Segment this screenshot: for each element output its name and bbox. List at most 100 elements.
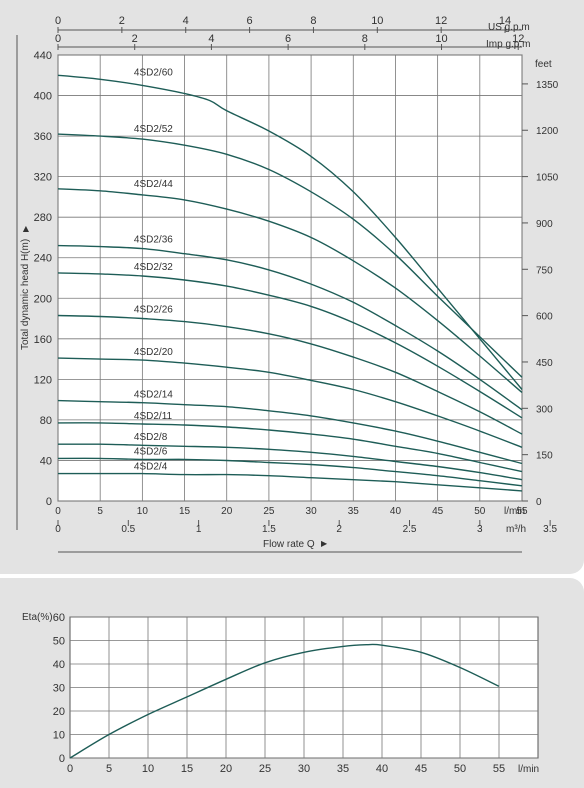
series-label: 4SD2/4: [134, 462, 168, 473]
x-axis-arrow: ▶: [321, 539, 328, 548]
y-tick-label: 120: [34, 374, 52, 386]
x-tick-label: 0: [55, 506, 61, 517]
eff-x-unit: l/min: [518, 764, 539, 775]
eff-y-label: Eta(%): [22, 612, 53, 623]
eff-x-tick-label: 40: [376, 763, 388, 775]
series-line-4sd2-36: [57, 244, 523, 411]
eff-x-tick-label: 45: [415, 763, 427, 775]
y-tick-label: 440: [34, 50, 52, 62]
feet-ticks: 0 150 300 450 600 750 900 1050 1200 1350: [522, 80, 559, 508]
y-tick-label: 160: [34, 334, 52, 346]
x-tick-label: 15: [179, 506, 191, 517]
x-unit-m3h: m³/h: [506, 524, 526, 535]
feet-tick-label: 1050: [536, 173, 559, 184]
y-tick-label: 200: [34, 293, 52, 305]
y-tick-label: 240: [34, 253, 52, 265]
eff-y-tick-label: 0: [59, 753, 65, 765]
series-label: 4SD2/60: [134, 67, 173, 78]
feet-tick-label: 1200: [536, 126, 559, 137]
y-tick-label: 400: [34, 91, 52, 103]
eff-x-tick-label: 50: [454, 763, 466, 775]
series-label: 4SD2/36: [134, 235, 173, 246]
m3h-tick-label: 3: [477, 524, 483, 535]
m3h-tick-label: 2.5: [403, 524, 417, 535]
feet-tick-label: 1350: [536, 80, 559, 91]
y-tick-label: 0: [46, 496, 52, 508]
imp-gpm-tick-label: 0: [55, 33, 61, 45]
head-y-ticks: 0 40 80 120 160 200 240 280 320 360 400 440: [34, 50, 52, 508]
feet-tick-label: 0: [536, 497, 542, 508]
y-tick-label: 320: [34, 172, 52, 184]
efficiency-chart: 0 10 20 30 40 50 60 0 5 10 15 20 25 30 35 40 45 50 55 Eta…: [22, 612, 539, 775]
us-gpm-tick-label: 2: [119, 15, 125, 27]
feet-tick-label: 900: [536, 219, 553, 230]
imp-gpm-unit: Imp g.p.m: [486, 39, 530, 50]
y-axis-label: Total dynamic head H(m): [20, 239, 31, 350]
feet-tick-label: 450: [536, 358, 553, 369]
feet-tick-label: 600: [536, 312, 553, 323]
series-line-4sd2-26: [57, 314, 523, 435]
imp-gpm-ticks: 0 2 4 6 8 10 12: [55, 33, 524, 50]
feet-tick-label: 300: [536, 404, 553, 415]
m3h-tick-label: 1.5: [262, 524, 276, 535]
m3h-tick-label: 0: [55, 524, 61, 535]
series-label: 4SD2/11: [134, 411, 173, 422]
y-tick-label: 360: [34, 131, 52, 143]
imp-gpm-tick-label: 12: [512, 33, 524, 45]
eff-y-tick-label: 20: [53, 706, 65, 718]
feet-tick-label: 750: [536, 265, 553, 276]
m3h-tick-label: 2: [336, 524, 342, 535]
series-line-4sd2-14: [57, 399, 523, 465]
series-label: 4SD2/6: [134, 446, 168, 457]
x-tick-label: 5: [97, 506, 103, 517]
eff-y-tick-label: 40: [53, 659, 65, 671]
series-label: 4SD2/44: [134, 179, 173, 190]
series-label: 4SD2/52: [134, 124, 173, 135]
x-tick-label: 30: [306, 506, 318, 517]
m3h-tick-label: 1: [196, 524, 202, 535]
series-label: 4SD2/20: [134, 347, 173, 358]
x-tick-label: 55: [516, 506, 528, 517]
y-tick-label: 80: [40, 415, 52, 427]
eff-x-tick-label: 30: [298, 763, 310, 775]
series-line-4sd2-44: [57, 188, 523, 394]
us-gpm-tick-label: 6: [247, 15, 253, 27]
eff-x-tick-label: 55: [493, 763, 505, 775]
eff-y-tick-label: 60: [53, 612, 65, 624]
series-line-4sd2-20: [57, 357, 523, 448]
m3h-tick-label: 0.5: [121, 524, 135, 535]
eff-y-tick-label: 50: [53, 636, 65, 648]
head-x-ticks: 0 5 10 15 20 25 30 35 40 45 50 55: [55, 506, 528, 517]
head-chart: 4SD2/604SD2/524SD2/444SD2/364SD2/324SD2/…: [16, 15, 559, 553]
m3h-ticks: 0 0.5 1 1.5 2 2.5 3 3.5: [55, 520, 558, 535]
eff-x-tick-label: 0: [67, 763, 73, 775]
efficiency-curve: [69, 643, 500, 759]
imp-gpm-tick-label: 6: [285, 33, 291, 45]
x-axis-label: Flow rate Q: [263, 539, 315, 550]
imp-gpm-tick-label: 8: [362, 33, 368, 45]
eff-series-group: [69, 643, 500, 759]
us-gpm-unit: US g.p.m: [488, 22, 530, 33]
us-gpm-tick-label: 14: [499, 15, 511, 27]
head-plot-area: [57, 54, 523, 502]
eff-y-ticks: 0 10 20 30 40 50 60: [53, 612, 65, 765]
imp-gpm-tick-label: 10: [435, 33, 447, 45]
imp-gpm-tick-label: 4: [208, 33, 214, 45]
x-unit-lmin: l/min: [504, 506, 525, 517]
y-axis-arrow: ▶: [21, 225, 30, 232]
y-tick-label: 40: [40, 455, 52, 467]
eff-x-tick-label: 10: [142, 763, 154, 775]
x-tick-label: 45: [432, 506, 444, 517]
series-line-4sd2-11: [57, 422, 523, 473]
x-tick-label: 25: [263, 506, 275, 517]
us-gpm-tick-label: 0: [55, 15, 61, 27]
series-line-4sd2-52: [57, 133, 523, 378]
feet-unit: feet: [535, 59, 552, 70]
eff-grid: [70, 616, 538, 759]
x-tick-label: 35: [348, 506, 360, 517]
eff-x-ticks: 0 5 10 15 20 25 30 35 40 45 50 55: [67, 763, 505, 775]
head-grid: [57, 54, 523, 502]
series-label: 4SD2/8: [134, 432, 168, 443]
us-gpm-tick-label: 8: [310, 15, 316, 27]
